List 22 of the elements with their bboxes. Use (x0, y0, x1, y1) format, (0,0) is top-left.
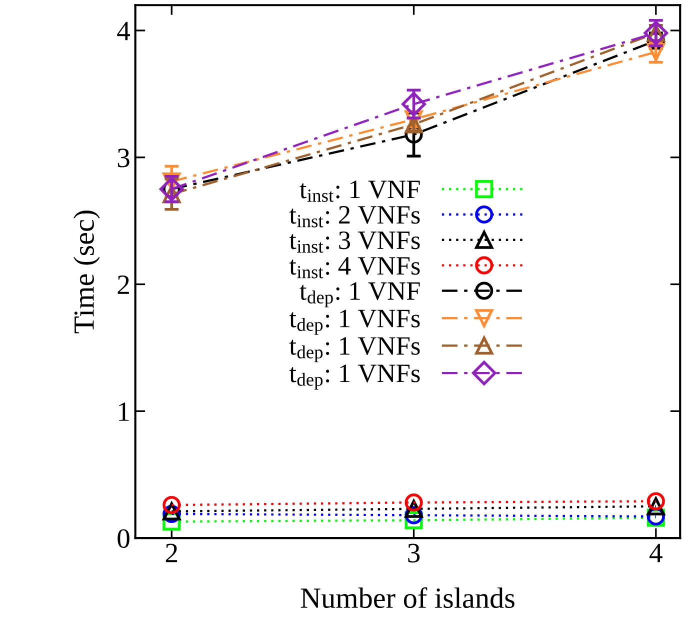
legend-label: t$_{dep}$: 1 VNFs (289, 310, 420, 335)
y-axis-title: Time (sec) (73, 210, 100, 334)
point (402, 92, 426, 116)
x-axis-title: Number of islands (300, 587, 514, 608)
y-tick-label: 1 (119, 402, 129, 421)
y-tick-label: 0 (118, 529, 130, 548)
legend-label: t$_{dep}$: 1 VNFs (289, 337, 420, 362)
y-tick-label: 2 (118, 276, 129, 294)
point (646, 492, 665, 510)
y-tick-label: 3 (118, 148, 130, 168)
point (404, 493, 423, 512)
legend-label: t$_{inst}$: 1 VNF (300, 180, 420, 202)
legend-label: t$_{inst}$: 3 VNFs (289, 231, 420, 253)
legend-label: t$_{inst}$: 4 VNFs (289, 257, 420, 278)
y-tick-label: 4 (117, 22, 130, 40)
x-tick-label: 4 (650, 544, 662, 562)
legend-label: t$_{inst}$: 2 VNFs (289, 206, 420, 228)
legend-label: t$_{dep}$: 1 VNFs (289, 364, 420, 390)
legend-label: t$_{dep}$: 1 VNF (300, 282, 420, 308)
x-tick-label: 3 (408, 544, 420, 562)
point (162, 496, 181, 514)
x-tick-label: 2 (166, 544, 178, 562)
